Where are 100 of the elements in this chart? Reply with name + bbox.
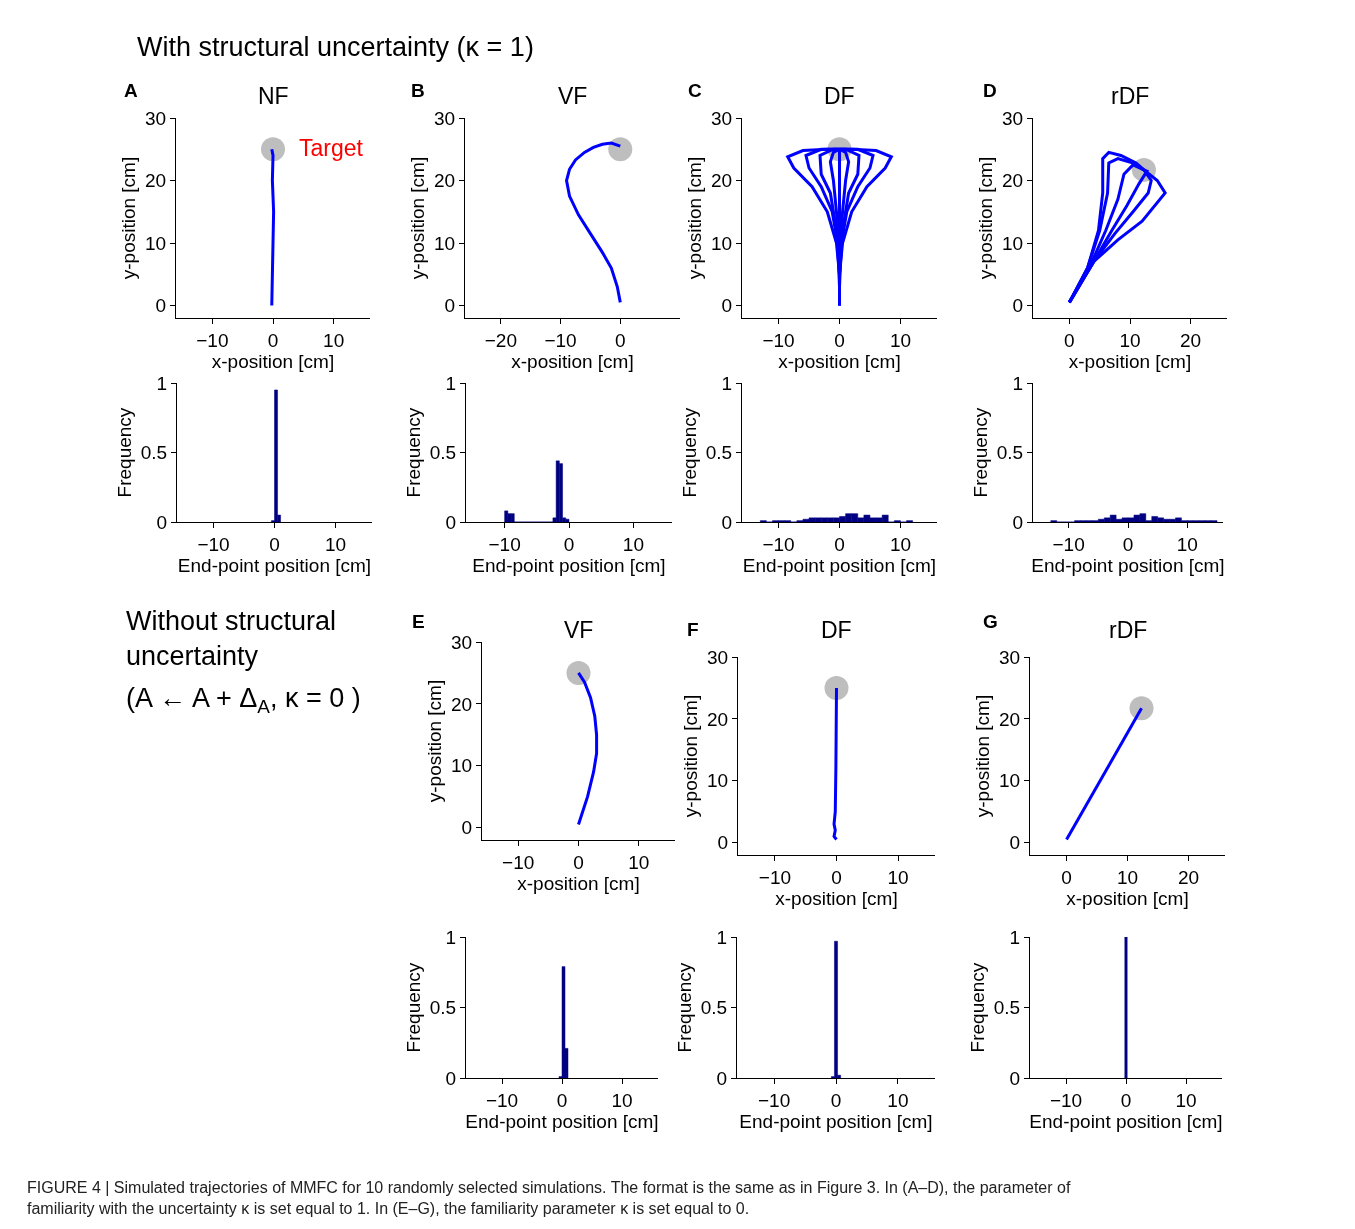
x-tick-label: −10	[758, 866, 792, 888]
y-tick-label: 1	[1009, 926, 1021, 948]
x-axis-title: x-position [cm]	[517, 872, 640, 894]
text: F	[687, 619, 699, 640]
y-tick-label: 0.5	[140, 442, 168, 464]
x-tick-label: 0	[1064, 329, 1075, 351]
chart-title: NF	[258, 83, 289, 109]
y-axis-title: y-position [cm]	[971, 694, 993, 818]
text: D	[983, 80, 997, 101]
y-tick-label: 0.5	[996, 442, 1024, 464]
y-tick-label: 10	[451, 755, 473, 777]
x-tick-label: 10	[887, 866, 909, 888]
y-tick-label: 0	[721, 511, 733, 533]
y-axis-title: Frequency	[966, 962, 988, 1053]
y-tick-label: 0.5	[429, 442, 457, 464]
x-axis-title: End-point position [cm]	[739, 1110, 933, 1132]
x-axis-title: x-position [cm]	[775, 887, 898, 909]
y-tick-label: 1	[156, 372, 168, 394]
y-tick-label: 0	[461, 817, 473, 839]
x-tick-label: 20	[1180, 329, 1202, 351]
x-tick-label: 10	[1175, 1089, 1197, 1111]
y-axis-title: Frequency	[402, 407, 424, 498]
chart-title: VF	[564, 617, 594, 643]
x-axis-title: End-point position [cm]	[465, 1110, 659, 1132]
text: (A ← A + Δ$_{A}$, κ = 0 )	[126, 683, 361, 717]
x-axis-title: x-position [cm]	[1068, 350, 1192, 372]
y-tick-label: 0	[444, 295, 456, 317]
x-axis-title: End-point position [cm]	[1031, 554, 1225, 576]
x-tick-label: 10	[628, 851, 650, 873]
y-tick-label: 20	[1002, 170, 1024, 192]
y-tick-label: 0	[445, 1067, 457, 1089]
y-tick-label: 0.5	[429, 997, 457, 1019]
chart-title: DF	[824, 83, 855, 109]
x-tick-label: −10	[196, 329, 229, 351]
y-axis-title: Frequency	[402, 962, 424, 1053]
x-tick-label: −10	[758, 1089, 791, 1111]
x-tick-label: 0	[556, 1089, 568, 1111]
y-axis-title: y-position [cm]	[683, 156, 705, 280]
x-tick-label: 10	[622, 533, 644, 555]
y-axis-title: y-position [cm]	[423, 679, 445, 803]
y-tick-label: 0	[721, 295, 733, 317]
x-axis-title: End-point position [cm]	[472, 554, 666, 576]
y-tick-label: 10	[434, 232, 456, 254]
x-tick-label: −10	[544, 329, 577, 351]
y-tick-label: 10	[1002, 232, 1024, 254]
x-tick-label: 10	[1119, 329, 1141, 351]
x-tick-label: 0	[831, 866, 842, 888]
y-tick-label: 1	[445, 926, 457, 948]
x-tick-label: 10	[889, 533, 912, 555]
x-tick-label: 20	[1177, 866, 1200, 888]
x-tick-label: −10	[488, 533, 521, 555]
y-axis-title: y-position [cm]	[117, 156, 139, 280]
y-axis-title: Frequency	[113, 407, 135, 498]
text: C	[688, 80, 702, 101]
y-tick-label: 10	[145, 232, 167, 254]
text: B	[411, 80, 425, 101]
y-tick-label: 30	[999, 646, 1021, 668]
y-tick-label: 30	[145, 107, 167, 129]
caption: FIGURE 4 | Simulated trajectories of MMFC for 10 randomly selected simulations. The format is the same as in Figure 3. In (A–D), the parameter of familiarity with the uncertainty κ is set equal to 1. In (E–G), the familiarity parameter κ is set equal to 0.	[27, 1179, 1071, 1217]
y-tick-label: 0.5	[700, 997, 728, 1019]
x-tick-label: 10	[323, 329, 345, 351]
x-tick-label: −20	[484, 329, 517, 351]
x-tick-label: 0	[1122, 533, 1134, 555]
y-tick-label: 20	[707, 708, 729, 730]
y-axis-title: y-position [cm]	[679, 694, 701, 818]
y-tick-label: 1	[445, 372, 457, 394]
y-axis-title: Frequency	[678, 407, 700, 498]
x-tick-label: −10	[197, 533, 230, 555]
x-tick-label: 10	[324, 533, 347, 555]
y-tick-label: 10	[707, 770, 729, 792]
y-axis-title: Frequency	[673, 962, 695, 1053]
y-tick-label: 20	[451, 693, 473, 715]
y-axis-title: Frequency	[969, 407, 991, 498]
x-tick-label: 0	[830, 1089, 842, 1111]
y-tick-label: 0	[156, 511, 168, 533]
chart-title: rDF	[1109, 617, 1148, 643]
y-tick-label: 0	[445, 511, 457, 533]
y-tick-label: 30	[707, 646, 729, 668]
y-tick-label: 30	[451, 631, 473, 653]
y-tick-label: 0	[1009, 832, 1021, 854]
x-tick-label: 0	[1061, 866, 1072, 888]
x-axis-title: End-point position [cm]	[742, 554, 937, 576]
x-tick-label: 0	[563, 533, 575, 555]
y-tick-label: 20	[145, 170, 167, 192]
x-axis-title: x-position [cm]	[211, 350, 335, 372]
y-tick-label: 1	[721, 372, 733, 394]
x-tick-label: −10	[762, 329, 795, 351]
y-tick-label: 20	[711, 170, 733, 192]
x-tick-label: −10	[485, 1089, 519, 1111]
y-tick-label: 0	[1012, 295, 1024, 317]
y-tick-label: 0	[716, 1067, 728, 1089]
text: A	[124, 80, 138, 101]
text: E	[412, 611, 425, 632]
y-tick-label: 30	[434, 107, 456, 129]
y-tick-label: 0	[717, 832, 729, 854]
y-tick-label: 30	[1002, 107, 1024, 129]
text: With structural uncertainty (κ = 1)	[137, 32, 534, 62]
y-tick-label: 0	[1009, 1067, 1021, 1089]
x-tick-label: −10	[502, 851, 535, 873]
x-axis-title: x-position [cm]	[511, 350, 634, 372]
